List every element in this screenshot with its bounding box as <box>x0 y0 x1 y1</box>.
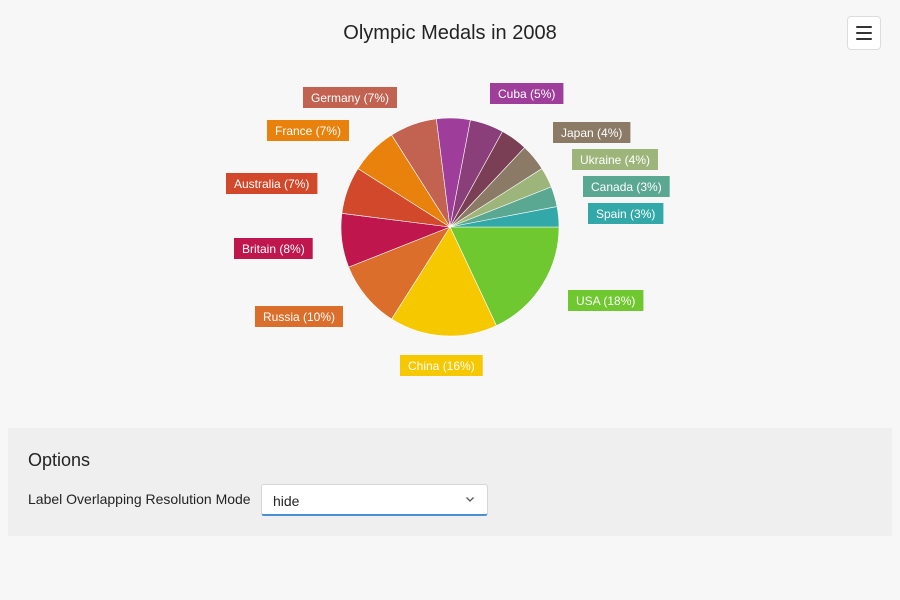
pie-labels: USA (18%) China (16%) Russia (10%) Britain … <box>226 83 670 376</box>
data-label-box <box>255 306 343 327</box>
data-label-china: China (16%) <box>400 355 483 376</box>
data-label-text: Russia (10%) <box>263 310 335 324</box>
data-label-text: Cuba (5%) <box>498 87 555 101</box>
pie-slice-usa[interactable] <box>449 226 560 327</box>
export-menu-button[interactable] <box>847 16 881 50</box>
data-label-australia: Australia (7%) <box>226 173 318 194</box>
data-label-japan: Japan (4%) <box>553 122 631 143</box>
data-label-text: USA (18%) <box>576 294 635 308</box>
data-label-text: Britain (8%) <box>242 242 305 256</box>
options-panel: Options Label Overlapping Resolution Mod… <box>8 428 892 536</box>
pie-slice-spain[interactable] <box>449 206 560 228</box>
overlap-mode-value: hide <box>273 493 300 509</box>
data-label-text: Ukraine (4%) <box>580 153 650 167</box>
data-label-box <box>303 87 397 108</box>
data-label-germany: Germany (7%) <box>303 87 397 108</box>
data-label-britain: Britain (8%) <box>234 238 313 259</box>
data-label-box <box>400 355 483 376</box>
data-label-france: France (7%) <box>267 120 349 141</box>
data-label-ukraine: Ukraine (4%) <box>572 149 658 170</box>
hamburger-icon <box>856 38 872 40</box>
pie-slice-china[interactable] <box>391 226 497 337</box>
data-label-text: Canada (3%) <box>591 180 662 194</box>
data-label-box <box>234 238 313 259</box>
chevron-down-icon <box>466 497 474 502</box>
data-label-canada: Canada (3%) <box>583 176 670 197</box>
data-label-box <box>572 149 658 170</box>
options-title: Options <box>28 450 91 470</box>
hamburger-icon <box>856 26 872 28</box>
pie-slices <box>340 117 560 337</box>
data-label-text: Japan (4%) <box>561 126 622 140</box>
data-label-text: Australia (7%) <box>234 177 309 191</box>
chart-title: Olympic Medals in 2008 <box>343 22 557 44</box>
data-label-box <box>588 203 664 224</box>
data-label-russia: Russia (10%) <box>255 306 343 327</box>
data-label-box <box>267 120 349 141</box>
data-label-text: France (7%) <box>275 124 341 138</box>
data-label-box <box>583 176 670 197</box>
data-label-text: Spain (3%) <box>596 207 655 221</box>
pie-chart: USA (18%) China (16%) Russia (10%) Britain … <box>226 83 670 376</box>
data-label-box <box>553 122 631 143</box>
data-label-text: Germany (7%) <box>311 91 389 105</box>
data-label-box <box>490 83 564 104</box>
data-label-cuba: Cuba (5%) <box>490 83 564 104</box>
data-label-box <box>568 290 644 311</box>
hamburger-icon <box>856 32 872 34</box>
data-label-box <box>226 173 318 194</box>
data-label-text: China (16%) <box>408 359 475 373</box>
data-label-spain: Spain (3%) <box>588 203 664 224</box>
overlap-mode-select[interactable]: hide <box>261 484 488 516</box>
data-label-usa: USA (18%) <box>568 290 644 311</box>
overlap-mode-label: Label Overlapping Resolution Mode <box>28 491 251 507</box>
